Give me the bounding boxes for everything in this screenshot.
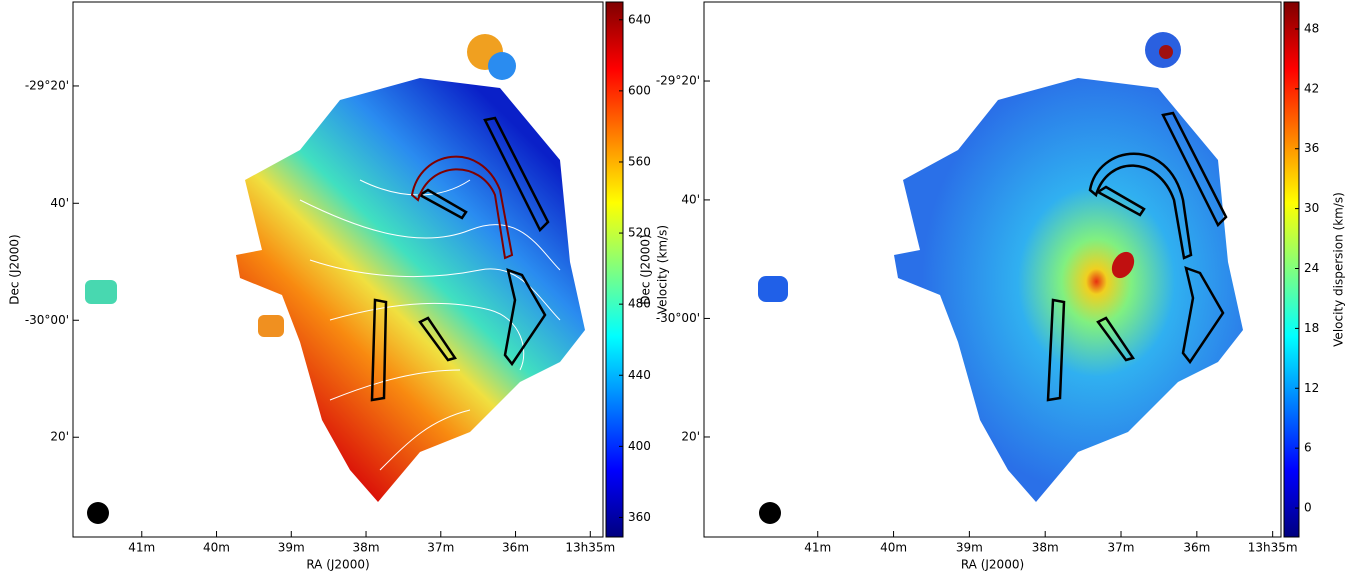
y-tick-label: 20' <box>50 430 69 444</box>
y-tick-label: -30°00' <box>25 313 69 327</box>
x-tick-label: 41m <box>804 541 831 555</box>
x-tick-label: 40m <box>880 541 907 555</box>
x-tick-label: 36m <box>502 541 529 555</box>
colorbar <box>605 1 624 538</box>
colorbar-tick-label: 360 <box>628 510 651 524</box>
colorbar-tick-label: 640 <box>628 12 651 26</box>
maps <box>85 32 1243 524</box>
colorbar-tick-label: 30 <box>1304 201 1319 215</box>
y-tick-label: -30°00' <box>656 311 700 325</box>
x-tick-label: 13h35m <box>565 541 615 555</box>
colorbar-tick-label: 24 <box>1304 261 1319 275</box>
x-tick-label: 38m <box>353 541 380 555</box>
y-axis-label: Dec (J2000) <box>639 234 653 304</box>
y-tick-label: 40' <box>50 196 69 210</box>
x-tick-label: 41m <box>128 541 155 555</box>
x-axis-label: RA (J2000) <box>306 558 369 572</box>
colorbar-tick-label: 560 <box>628 154 651 168</box>
colorbar-tick-label: 520 <box>628 226 651 240</box>
y-tick-label: -29°20' <box>25 78 69 92</box>
y-axis-label: Dec (J2000) <box>8 234 22 304</box>
x-tick-label: 38m <box>1032 541 1059 555</box>
x-tick-label: 37m <box>427 541 454 555</box>
x-tick-label: 39m <box>956 541 983 555</box>
x-tick-label: 36m <box>1183 541 1210 555</box>
y-tick-label: 40' <box>681 192 700 206</box>
x-tick-label: 37m <box>1108 541 1135 555</box>
plot-frame <box>703 1 1282 538</box>
colorbar-tick-label: 48 <box>1304 21 1319 35</box>
x-tick-label: 40m <box>203 541 230 555</box>
velocity-map <box>85 34 585 524</box>
colorbar-label: Velocity dispersion (km/s) <box>1332 192 1346 347</box>
colorbar-tick-label: 600 <box>628 83 651 97</box>
colorbar-tick-label: 0 <box>1304 501 1312 515</box>
x-tick-label: 39m <box>278 541 305 555</box>
x-tick-label: 13h35m <box>1248 541 1298 555</box>
colorbar-tick-label: 6 <box>1304 441 1312 455</box>
colorbar-tick-label: 400 <box>628 439 651 453</box>
colorbar-tick-label: 18 <box>1304 321 1319 335</box>
plot-frame <box>72 1 604 538</box>
colorbar-label: Velocity (km/s) <box>656 225 670 314</box>
colorbar-tick-label: 36 <box>1304 141 1319 155</box>
x-axis-label: RA (J2000) <box>961 558 1024 572</box>
colorbar-tick-label: 42 <box>1304 81 1319 95</box>
colorbar-tick-label: 480 <box>628 297 651 311</box>
dispersion-map <box>758 32 1243 524</box>
y-tick-label: -29°20' <box>656 74 700 88</box>
colorbar-tick-label: 12 <box>1304 381 1319 395</box>
colorbar <box>1283 1 1300 538</box>
y-tick-label: 20' <box>681 429 700 443</box>
colorbar-tick-label: 440 <box>628 368 651 382</box>
